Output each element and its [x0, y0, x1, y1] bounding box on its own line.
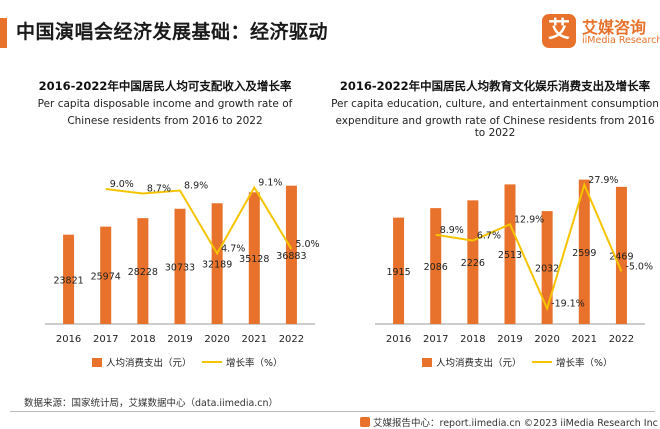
- income-chart: 2016 23821 2017 25974 2018 28228 2019 30733 2020…: [45, 178, 320, 369]
- bar: [578, 179, 590, 324]
- growth-rate-line: [105, 185, 293, 256]
- bar: [137, 218, 149, 324]
- logo-mark-icon: 艾: [542, 14, 576, 48]
- data-source: 数据来源：国家统计局，艾媒数据中心（data.iimedia.cn）: [24, 398, 279, 409]
- growth-rate-label: 8.7%: [147, 184, 171, 195]
- bar: [248, 192, 260, 324]
- x-tick-label: 2017: [93, 334, 118, 345]
- bar: [100, 226, 112, 324]
- bar: [174, 208, 186, 324]
- bar: [467, 200, 479, 324]
- logo-text-en: iiMedia Research: [582, 35, 660, 46]
- growth-rate-label: -19.1%: [551, 298, 585, 309]
- bar-value-label: 35128: [239, 254, 269, 265]
- legend-bar-label: 人均消费支出（元）: [106, 357, 192, 369]
- bar: [430, 208, 442, 324]
- x-tick-label: 2018: [130, 334, 155, 345]
- legend-bar-swatch: [422, 358, 432, 367]
- x-tick-label: 2016: [386, 334, 411, 345]
- bar: [211, 203, 223, 324]
- x-tick-label: 2021: [572, 334, 597, 345]
- x-tick-label: 2020: [204, 334, 229, 345]
- bar: [504, 184, 516, 324]
- bar-value-label: 23821: [53, 275, 83, 286]
- bar-value-label: 28228: [128, 267, 158, 278]
- bar: [63, 234, 75, 324]
- x-tick-label: 2022: [609, 334, 634, 345]
- chart-title: 2016-2022年中国居民人均教育文化娱乐消费支出及增长率: [339, 79, 651, 93]
- legend-line-label: 增长率（%）: [556, 357, 613, 369]
- title-accent-bar: [0, 18, 7, 48]
- x-tick-label: 2019: [167, 334, 192, 345]
- footer-credit: 艾媒报告中心：report.iimedia.cn ©2023 iiMedia R…: [360, 415, 658, 429]
- x-tick-label: 2017: [423, 334, 448, 345]
- bar-value-label: 30733: [165, 262, 195, 273]
- chart-panel-income: 2016-2022年中国居民人均可支配收入及增长率 Per capita dis…: [0, 62, 330, 387]
- logo-text-cn: 艾媒咨询: [582, 18, 647, 37]
- education-chart: 2016 1915 2017 2086 2018 2226 2019 2513 2020 2032…: [375, 175, 653, 369]
- bar-value-label: 2032: [535, 264, 559, 275]
- growth-rate-label: 8.9%: [184, 181, 208, 192]
- bar-value-label: 2599: [572, 248, 596, 259]
- legend-bar-swatch: [92, 358, 102, 367]
- bar-value-label: 2469: [609, 251, 633, 262]
- growth-rate-label: 9.1%: [258, 178, 282, 189]
- chart-panel-education: 2016-2022年中国居民人均教育文化娱乐消费支出及增长率 Per capit…: [330, 62, 660, 387]
- growth-rate-line: [435, 181, 623, 312]
- chart-subtitle-line-2: Chinese residents from 2016 to 2022: [67, 115, 263, 127]
- bar-value-label: 1915: [386, 267, 410, 278]
- footer-logo-icon: [360, 417, 370, 427]
- bar-value-label: 2086: [424, 262, 448, 273]
- x-tick-label: 2018: [460, 334, 485, 345]
- growth-rate-label: 27.9%: [588, 175, 618, 186]
- x-tick-label: 2021: [242, 334, 267, 345]
- growth-rate-label: 8.9%: [440, 225, 464, 236]
- x-tick-label: 2016: [56, 334, 81, 345]
- header: 中国演唱会经济发展基础：经济驱动 艾 艾媒咨询 iiMedia Research: [0, 0, 660, 62]
- legend-bar-label: 人均消费支出（元）: [436, 357, 522, 369]
- x-tick-label: 2019: [497, 334, 522, 345]
- growth-rate-label: 9.0%: [110, 179, 134, 190]
- chart-title: 2016-2022年中国居民人均可支配收入及增长率: [38, 79, 292, 93]
- bar: [285, 185, 297, 324]
- growth-rate-label: 6.7%: [477, 231, 501, 242]
- bar: [393, 217, 405, 324]
- x-tick-label: 2020: [534, 334, 559, 345]
- legend-line-label: 增长率（%）: [226, 357, 283, 369]
- page-title: 中国演唱会经济发展基础：经济驱动: [16, 21, 329, 43]
- bar-value-label: 2226: [461, 258, 485, 269]
- growth-rate-label: 4.7%: [221, 244, 245, 255]
- growth-rate-label: 12.9%: [514, 214, 544, 225]
- growth-rate-label: 5.0%: [295, 239, 319, 250]
- bar-value-label: 25974: [91, 271, 121, 282]
- bar-value-label: 32189: [202, 260, 232, 271]
- bar-value-label: 2513: [498, 250, 522, 261]
- chart-subtitle-line-1: Per capita disposable income and growth …: [37, 98, 293, 110]
- bar-value-label: 36883: [276, 251, 306, 262]
- growth-rate-label: -5.0%: [625, 261, 653, 272]
- bar: [615, 186, 627, 324]
- x-tick-label: 2022: [279, 334, 304, 345]
- footer-credit-text: 艾媒报告中心：report.iimedia.cn ©2023 iiMedia R…: [373, 418, 658, 429]
- chart-subtitle-line-1: Per capita education, culture, and enter…: [331, 98, 659, 110]
- chart-subtitle-line-2: expenditure and growth rate of Chinese r…: [335, 115, 655, 139]
- iimedia-logo: 艾 艾媒咨询 iiMedia Research: [542, 14, 660, 54]
- bar: [541, 211, 553, 324]
- footer-divider: [10, 411, 655, 412]
